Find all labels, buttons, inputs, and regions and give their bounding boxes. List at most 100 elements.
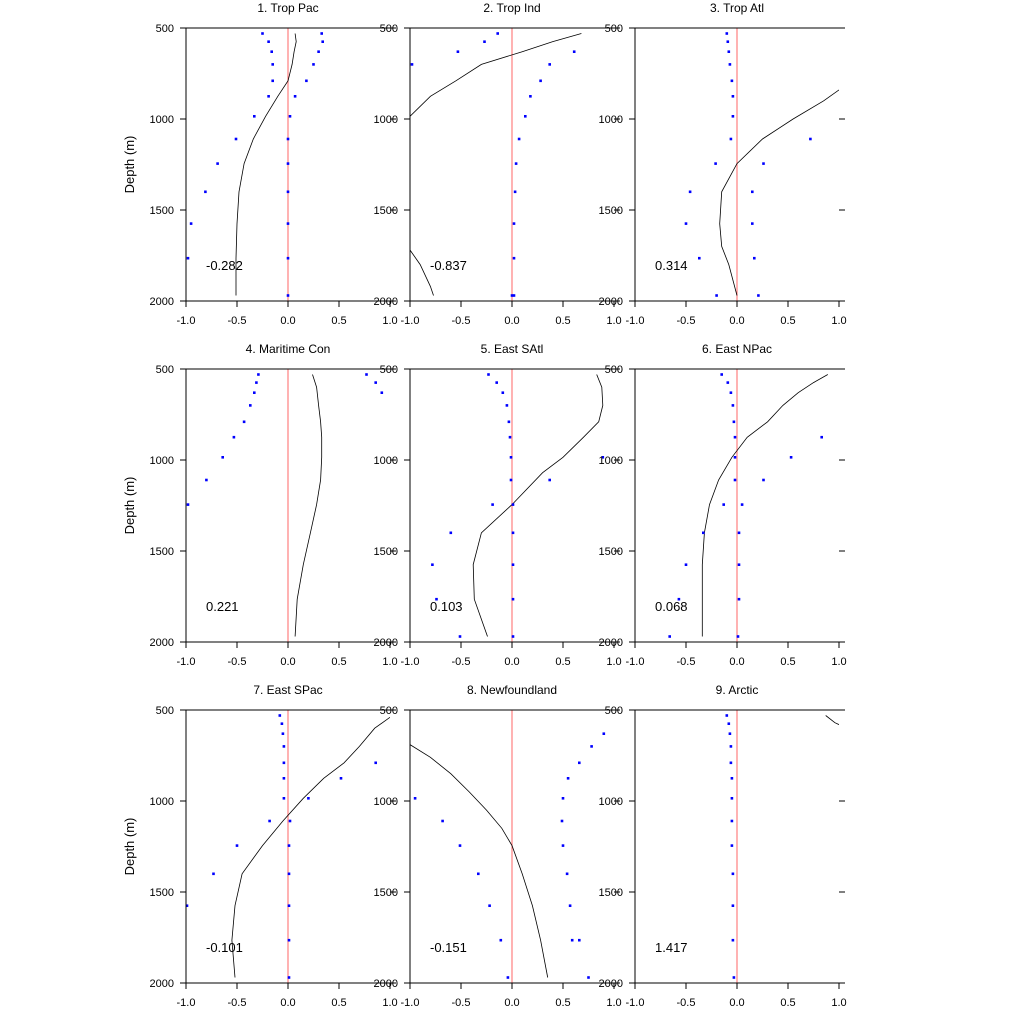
data-point-right <box>287 976 291 979</box>
y-tick-label: 2000 <box>374 296 398 308</box>
data-point-right <box>305 79 308 83</box>
data-point-right <box>312 63 315 66</box>
x-tick-label: 1.0 <box>606 656 621 668</box>
data-point-left <box>205 478 208 482</box>
panel-data <box>410 32 582 297</box>
data-point-left <box>499 938 503 942</box>
series-curve <box>825 715 839 725</box>
data-point-left <box>733 435 737 439</box>
panel-annotation: 0.068 <box>655 599 688 614</box>
series-curve-tail <box>410 249 434 296</box>
data-point-right <box>511 597 515 601</box>
panel-title: 1. Trop Pac <box>257 1 318 15</box>
data-point-right <box>753 256 756 260</box>
data-point-right <box>287 872 291 876</box>
data-point-left <box>506 976 510 979</box>
data-point-right <box>288 115 292 118</box>
x-tick-label: -1.0 <box>401 656 420 668</box>
data-point-left <box>235 844 239 847</box>
data-point-right <box>740 503 744 506</box>
y-tick-label: 1500 <box>150 546 174 558</box>
data-point-left <box>728 732 732 735</box>
panel-data <box>725 714 839 979</box>
y-tick-label: 500 <box>380 364 398 376</box>
data-point-left <box>728 63 732 66</box>
data-point-left <box>255 381 258 384</box>
data-point-right <box>512 294 516 297</box>
data-point-right <box>512 222 516 225</box>
data-point-left <box>698 256 701 260</box>
data-point-right <box>286 222 290 225</box>
data-point-left <box>722 503 725 506</box>
panel-annotation: -0.151 <box>430 940 467 955</box>
data-point-right <box>737 531 741 535</box>
y-tick-label: 2000 <box>599 296 623 308</box>
y-tick-label: 1500 <box>374 205 398 217</box>
panel-6: 6. East NPac 500 1000 1500 2000-1.0 -0.5 0.0 0.… <box>599 342 847 668</box>
data-point-right <box>578 761 581 765</box>
data-point-right <box>548 63 551 66</box>
data-point-left <box>732 420 736 424</box>
data-point-right <box>736 635 740 638</box>
x-tick-label: -0.5 <box>677 997 696 1009</box>
data-point-left <box>729 391 733 394</box>
x-tick-label: -0.5 <box>228 656 247 668</box>
x-tick-label: -1.0 <box>177 997 196 1009</box>
data-point-left <box>508 435 512 439</box>
data-point-left <box>684 563 688 566</box>
series-curve <box>294 374 323 637</box>
x-tick-label: 0.0 <box>729 997 744 1009</box>
x-tick-label: 1.0 <box>831 656 846 668</box>
data-point-left <box>456 50 460 53</box>
data-point-left <box>501 391 505 394</box>
y-tick-label: 1000 <box>374 796 398 808</box>
data-point-right <box>286 256 290 260</box>
x-tick-label: 0.5 <box>555 315 570 327</box>
panel-data <box>186 32 324 297</box>
data-point-left <box>668 635 671 638</box>
data-point-left <box>731 404 735 407</box>
data-point-left <box>731 904 735 907</box>
data-point-left <box>732 976 736 979</box>
series-curve <box>701 374 828 637</box>
x-tick-label: 0.0 <box>280 656 295 668</box>
x-tick-label: 0.0 <box>504 997 519 1009</box>
data-point-left <box>677 597 681 601</box>
x-tick-label: 0.5 <box>331 315 346 327</box>
data-point-left <box>731 115 735 118</box>
data-point-left <box>730 797 734 800</box>
data-point-left <box>720 373 723 376</box>
panel-annotation: -0.282 <box>206 258 243 273</box>
data-point-right <box>565 872 569 876</box>
y-tick-label: 1500 <box>374 887 398 899</box>
x-tick-label: 0.0 <box>729 656 744 668</box>
x-tick-label: 1.0 <box>382 997 397 1009</box>
data-point-right <box>287 904 291 907</box>
y-tick-label: 1500 <box>150 205 174 217</box>
data-point-right <box>321 40 324 43</box>
x-tick-label: 1.0 <box>606 997 621 1009</box>
y-tick-label: 2000 <box>599 978 623 990</box>
panel-data <box>431 373 605 638</box>
data-point-right <box>578 938 581 942</box>
data-point-right <box>566 777 570 780</box>
data-point-right <box>320 32 323 35</box>
series-curve <box>235 33 297 296</box>
data-point-right <box>513 190 517 194</box>
x-tick-label: 1.0 <box>382 656 397 668</box>
y-tick-label: 2000 <box>374 637 398 649</box>
y-tick-label: 1500 <box>599 887 623 899</box>
data-point-left <box>449 531 453 535</box>
data-point-left <box>282 761 286 765</box>
x-tick-label: -1.0 <box>626 997 645 1009</box>
data-point-right <box>374 381 377 384</box>
data-point-left <box>509 478 513 482</box>
y-tick-label: 2000 <box>150 637 174 649</box>
series-curve <box>719 89 839 296</box>
data-point-right <box>286 294 290 297</box>
y-axis-label: Depth (m) <box>122 477 137 535</box>
data-point-left <box>730 79 734 83</box>
data-point-left <box>186 256 190 260</box>
data-point-left <box>731 95 735 98</box>
